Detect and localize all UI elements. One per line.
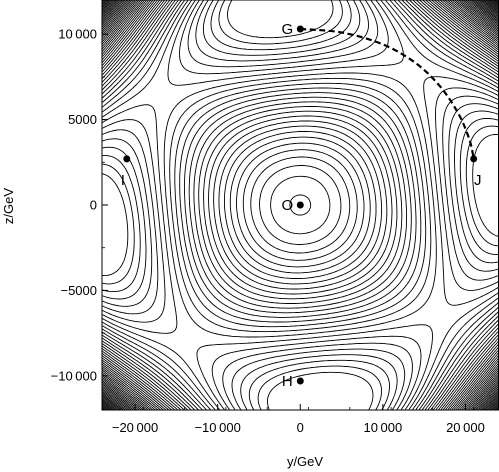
contour-line-39 [102,0,499,410]
contour-line-15 [102,0,499,410]
contour-line-12 [102,0,499,410]
contour-line-44 [102,0,499,410]
contour-line-9 [102,0,499,410]
contour-line-0 [102,0,499,410]
contour-line-17 [102,0,499,410]
contour-line-33 [102,0,499,410]
x-axis: −20 000 −10 000 0 10 000 20 000 [101,404,485,435]
contour-line-29 [102,0,499,410]
contour-line-27 [102,0,499,410]
y-tick-label-2: 0 [90,198,97,213]
point-label-g: G [281,21,293,38]
x-tick-label-0: −20 000 [112,420,158,435]
contour-line-38 [102,0,499,410]
contour-line-7 [102,0,499,410]
point-g [296,25,304,33]
contour-line-40 [102,0,499,410]
y-tick-label-1: 5000 [68,112,97,127]
x-tick-label-2: 0 [297,420,304,435]
point-h [296,377,304,385]
contour-line-43 [102,0,499,410]
contour-line-3 [102,0,499,410]
contour-line-25 [102,0,499,410]
contour-line-36 [102,0,499,410]
contour-line-26 [102,0,499,410]
contour-line-22 [102,0,499,410]
contour-line-34 [102,0,499,410]
y-tick-label-4: −10 000 [51,368,97,383]
contour-line-13 [102,0,499,410]
point-i [123,155,131,163]
contour-line-37 [102,0,499,410]
contour-line-20 [102,0,499,410]
contour-line-30 [102,0,499,410]
x-axis-label: y/GeV [287,454,323,469]
contour-line-24 [102,0,499,410]
x-tick-label-1: −10 000 [194,420,240,435]
contour-line-11 [102,0,499,410]
contour-line-16 [102,0,499,410]
points-layer: G I J O H [121,21,482,390]
point-o [296,201,304,209]
contour-line-2 [102,0,499,410]
contour-line-5 [102,0,499,410]
contour-line-10 [102,0,499,410]
contour-line-32 [102,0,499,410]
contour-line-8 [102,0,499,410]
contour-line-19 [102,0,499,410]
y-tick-label-3: −5000 [60,283,97,298]
contour-line-21 [102,0,499,410]
contour-line-41 [102,0,499,410]
contour-line-6 [102,0,499,410]
contour-line-28 [102,0,499,410]
contour-line-35 [102,0,499,410]
x-tick-label-4: 20 000 [446,420,485,435]
y-tick-label-0: 10 000 [58,27,97,42]
point-label-j: J [474,172,482,189]
y-axis-label: z/GeV [1,188,16,224]
y-axis: 10 000 5000 0 −5000 −10 000 [51,27,108,383]
contour-line-4 [102,0,499,410]
contour-line-42 [102,0,499,410]
contour-line-31 [102,0,499,410]
contour-line-23 [102,0,499,410]
point-label-i: I [121,172,125,189]
contour-line-18 [102,0,499,410]
contour-line-1 [102,0,499,410]
point-label-o: O [281,197,293,214]
contour-line-14 [102,0,499,410]
contour-line-46 [102,0,499,410]
point-j [470,155,478,163]
point-label-h: H [282,373,293,390]
x-tick-label-3: 10 000 [363,420,402,435]
